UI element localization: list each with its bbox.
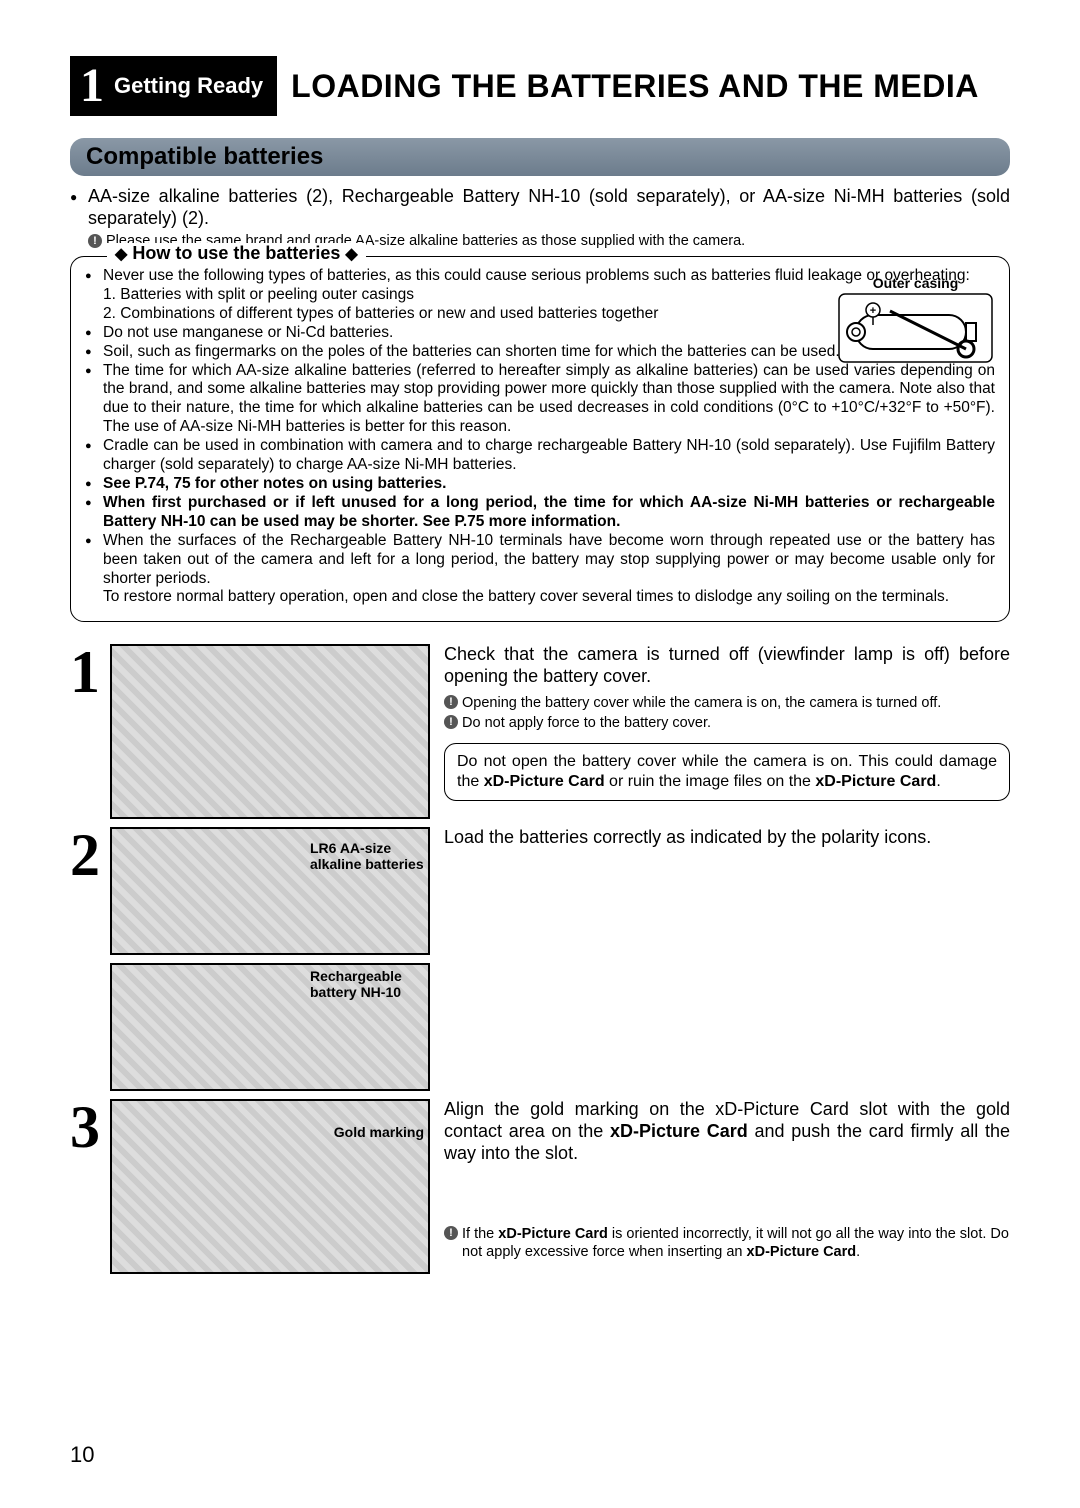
step-3: 3 Gold marking Align the gold marking on… [70, 1099, 1010, 1274]
step-2-text: Load the batteries correctly as indicate… [444, 827, 1010, 855]
step-1-text: Check that the camera is turned off (vie… [444, 644, 1010, 800]
steps-container: 1 Check that the camera is turned off (v… [70, 644, 1010, 1274]
image-label: Gold marking [334, 1125, 424, 1140]
frame-list: Never use the following types of batteri… [85, 267, 995, 607]
step-1-image [110, 644, 430, 819]
frame-item: Never use the following types of batteri… [103, 267, 995, 324]
frame-item: Cradle can be used in combination with c… [103, 437, 995, 475]
frame-item: The time for which AA-size alkaline batt… [103, 362, 995, 438]
chapter-label: Getting Ready [114, 73, 263, 99]
step-notes: Opening the battery cover while the came… [444, 694, 1010, 732]
step-3-image: Gold marking [110, 1099, 430, 1274]
image-placeholder: Gold marking [110, 1099, 430, 1274]
step-number: 2 [70, 831, 110, 879]
frame-title-text: How to use the batteries [132, 243, 340, 263]
step-2-image: LR6 AA-size alkaline batteries Rechargea… [110, 827, 430, 1091]
chapter-number: 1 [80, 62, 104, 110]
note-item: Do not apply force to the battery cover. [462, 714, 1010, 732]
image-placeholder: LR6 AA-size alkaline batteries [110, 827, 430, 955]
image-label: LR6 AA-size alkaline batteries [310, 841, 430, 872]
step-3-text: Align the gold marking on the xD-Picture… [444, 1099, 1010, 1263]
note-item: Opening the battery cover while the came… [462, 694, 1010, 712]
page-title: LOADING THE BATTERIES AND THE MEDIA [291, 56, 979, 116]
section-heading: Compatible batteries [70, 138, 1010, 176]
image-placeholder: Rechargeable battery NH-10 [110, 963, 430, 1091]
howto-frame: ◆ How to use the batteries ◆ Outer casin… [70, 256, 1010, 622]
page-number: 10 [70, 1442, 94, 1468]
frame-subitem: 1. Batteries with split or peeling outer… [103, 286, 995, 305]
section-bullets: AA-size alkaline batteries (2), Recharge… [70, 186, 1010, 230]
step-main-text: Align the gold marking on the xD-Picture… [444, 1099, 1010, 1165]
frame-subitem: 2. Combinations of different types of ba… [103, 305, 995, 324]
step-1: 1 Check that the camera is turned off (v… [70, 644, 1010, 819]
step-2: 2 LR6 AA-size alkaline batteries Recharg… [70, 827, 1010, 1091]
section-bullet: AA-size alkaline batteries (2), Recharge… [88, 186, 1010, 230]
frame-item: Do not use manganese or Ni-Cd batteries. [103, 324, 995, 343]
frame-title: ◆ How to use the batteries ◆ [107, 243, 366, 264]
chapter-badge: 1 Getting Ready [70, 56, 277, 116]
note-icon [88, 233, 106, 249]
image-placeholder [110, 644, 430, 819]
frame-item: When first purchased or if left unused f… [103, 494, 995, 532]
frame-tail: To restore normal battery operation, ope… [103, 588, 995, 607]
step-main-text: Check that the camera is turned off (vie… [444, 644, 1010, 688]
diamond-icon: ◆ [115, 246, 127, 263]
frame-item: Soil, such as fingermarks on the poles o… [103, 343, 995, 362]
warning-box: Do not open the battery cover while the … [444, 743, 1010, 801]
frame-item: See P.74, 75 for other notes on using ba… [103, 475, 995, 494]
frame-item: When the surfaces of the Rechargeable Ba… [103, 532, 995, 608]
note-item: If the xD-Picture Card is oriented incor… [462, 1225, 1010, 1261]
page-header: 1 Getting Ready LOADING THE BATTERIES AN… [70, 56, 1010, 116]
step-number: 1 [70, 648, 110, 696]
step-number: 3 [70, 1103, 110, 1151]
diamond-icon: ◆ [345, 246, 357, 263]
image-label: Rechargeable battery NH-10 [310, 969, 430, 1000]
step-notes: If the xD-Picture Card is oriented incor… [444, 1225, 1010, 1261]
step-main-text: Load the batteries correctly as indicate… [444, 827, 1010, 849]
